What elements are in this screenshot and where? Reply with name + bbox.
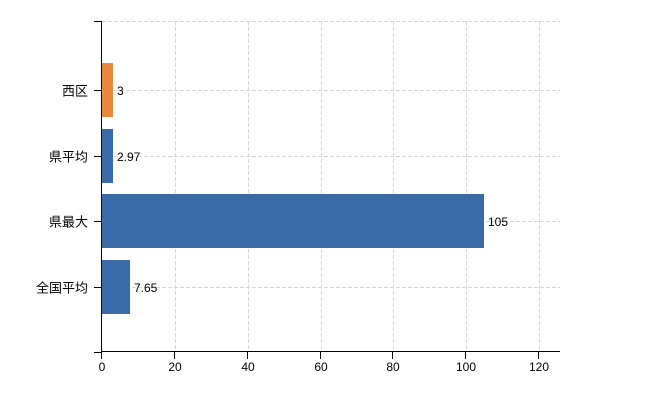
category-label: 県平均 <box>48 149 88 164</box>
category-label: 全国平均 <box>35 280 88 296</box>
plot-top-border <box>102 21 560 22</box>
x-axis-tick-label: 20 <box>168 360 182 374</box>
category-gridline <box>102 90 560 91</box>
bar-value-label: 7.65 <box>134 281 158 295</box>
x-axis-tick <box>101 352 102 359</box>
category-gridline <box>102 287 560 288</box>
x-axis-tick-label: 0 <box>98 360 106 374</box>
x-axis-tick-label: 40 <box>241 360 255 374</box>
category-label: 県最大 <box>48 214 88 230</box>
x-axis-tick-label: 120 <box>528 360 550 374</box>
y-axis-tick <box>94 155 101 157</box>
bar-value-label: 105 <box>488 215 509 229</box>
bar-value-label: 2.97 <box>117 149 141 164</box>
y-axis-tick <box>94 221 101 222</box>
category-label: 西区 <box>61 83 88 99</box>
bar-item <box>102 194 484 248</box>
x-gridline <box>321 21 322 351</box>
bar-highlight <box>102 63 113 117</box>
x-axis-tick-label: 60 <box>314 360 328 374</box>
x-gridline <box>393 21 394 351</box>
x-gridline <box>175 21 176 351</box>
x-gridline <box>466 21 467 351</box>
y-axis-boundary-tick-top <box>94 21 101 22</box>
x-gridline <box>539 21 540 351</box>
x-axis-tick <box>538 352 539 359</box>
y-axis-boundary-tick-bottom <box>94 352 101 353</box>
x-gridline <box>248 21 249 351</box>
bar-item <box>102 260 130 314</box>
x-axis-tick <box>174 352 175 359</box>
plot-area: 3 2.97 105 7.65 <box>101 21 560 352</box>
bar-value-label: 3 <box>117 84 124 98</box>
x-axis-tick-label: 80 <box>386 360 400 374</box>
category-gridline <box>102 155 560 157</box>
x-axis-tick <box>465 352 466 359</box>
bar-item <box>102 129 113 183</box>
x-axis-tick <box>320 352 321 359</box>
x-axis-tick <box>392 352 393 359</box>
x-axis-tick <box>247 352 248 359</box>
y-axis-tick <box>94 287 101 288</box>
y-axis-tick <box>94 90 101 91</box>
x-axis-tick-label: 100 <box>455 360 477 374</box>
